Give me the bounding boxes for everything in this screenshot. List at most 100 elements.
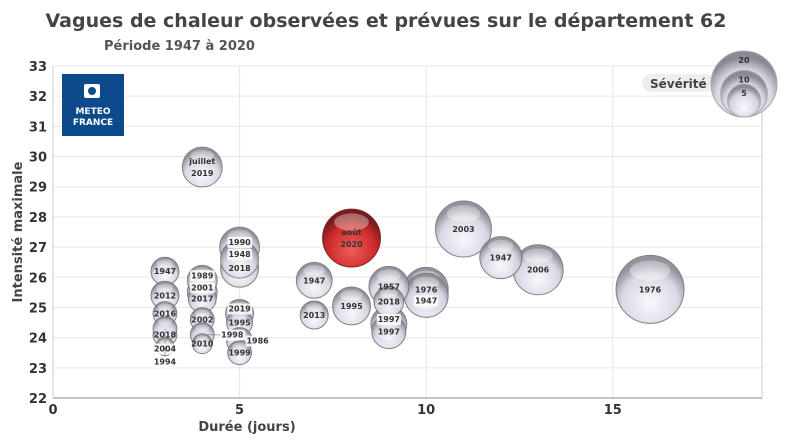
bubble-label: 2019: [191, 169, 214, 178]
bubble-label-group: 2012: [154, 291, 176, 300]
y-tick-label: 32: [29, 90, 47, 105]
logo-text: METEO: [75, 107, 110, 117]
bubble-label: 1997: [378, 315, 400, 324]
bubble-label: 2019: [228, 304, 251, 313]
bubble-label: 1999: [228, 349, 251, 358]
bubble-mark: [295, 261, 333, 299]
y-tick-label: 31: [29, 120, 47, 135]
bubble-label: 2012: [154, 291, 176, 300]
bubble-label: 1947: [415, 296, 437, 305]
bubble-highlight: [340, 289, 363, 302]
bubble-label: 2020: [340, 240, 363, 249]
bubble-highlight: [446, 205, 481, 222]
bubble-highlight: [305, 303, 323, 312]
bubble-highlight: [379, 288, 398, 298]
bubble-label: 1976: [639, 285, 662, 294]
bubble-label-group: 1989: [191, 271, 214, 280]
bubble-label-group: 1999: [228, 349, 251, 358]
y-tick-label: 22: [29, 392, 47, 407]
y-tick-label: 26: [29, 271, 47, 286]
bubble-label-group: 2013: [303, 311, 325, 320]
bubble-highlight: [488, 239, 514, 253]
y-tick-label: 28: [29, 211, 47, 226]
bubble-highlight: [334, 213, 369, 231]
bubble-highlight: [376, 269, 401, 282]
x-tick-label: 5: [235, 403, 244, 418]
y-tick-label: 24: [29, 332, 47, 347]
bubble-label: 1976: [415, 285, 438, 294]
x-tick-label: 10: [417, 403, 435, 418]
legend: Sévérité 20 10 5: [642, 50, 778, 118]
bubble-label-group: 1998: [221, 331, 244, 340]
bubble-label: 2018: [228, 264, 251, 273]
label-background: [227, 303, 253, 315]
bubble-label: 1947: [490, 254, 512, 263]
bubble-label: 2017: [191, 294, 213, 303]
label-background: [376, 314, 401, 326]
bubble-label-group: août 2020: [340, 228, 363, 249]
bubble-mark: [332, 286, 371, 326]
bubble-label: 2006: [527, 266, 550, 275]
bubble-mark: [299, 300, 329, 330]
legend-title: Sévérité: [650, 77, 707, 91]
bubble-highlight: [629, 260, 671, 281]
bubble-label: 1947: [303, 276, 325, 285]
bubble-label: 2001: [191, 283, 214, 292]
bubble: [373, 285, 405, 317]
bubble-label-group: 1947: [490, 254, 512, 263]
bubble-mark: [434, 200, 492, 258]
label-background: [414, 295, 439, 307]
bubble-highlight: [523, 248, 554, 264]
bubble-label: 2018: [378, 297, 401, 306]
bubble-mark: [615, 254, 685, 324]
bubble-highlight: [156, 283, 174, 292]
bubble-label-group: 1947: [415, 296, 437, 305]
bubble-label-group: 1997: [378, 315, 400, 324]
bubble-label-group: 2010: [191, 340, 214, 349]
bubble-mark: [181, 146, 223, 188]
legend-size-label: 5: [741, 89, 747, 98]
bubble-label-group: 1947: [154, 267, 176, 276]
bubble-label-group: 2017: [191, 294, 213, 303]
bubble-label: 1957: [378, 282, 400, 291]
bubble: [479, 236, 523, 280]
bubble-label-group: 1976: [415, 285, 438, 294]
bubble-highlight: [196, 335, 209, 342]
bubble-label-group: juillet 2019: [188, 157, 215, 178]
label-background: [227, 249, 253, 261]
bubble-label: 1990: [228, 238, 251, 247]
bubble-highlight: [156, 259, 174, 268]
bubble-label-group: 1948: [228, 250, 251, 259]
bubble-label-month: août: [341, 228, 362, 237]
bubble-highlight: [195, 309, 210, 317]
y-tick-label: 33: [29, 60, 47, 75]
y-tick-label: 23: [29, 362, 47, 377]
y-tick-label: 27: [29, 241, 47, 256]
y-tick-label: 29: [29, 181, 47, 196]
bubble-label-group: 1976: [639, 285, 662, 294]
bubble-label: 1997: [378, 328, 400, 337]
bubble-label-group: 2003: [452, 225, 474, 234]
bubble: [191, 333, 213, 355]
legend-size-label: 20: [738, 56, 750, 65]
label-background: [220, 329, 245, 341]
bubble-label: 1986: [246, 337, 269, 346]
bubble-label: 1995: [228, 319, 251, 328]
label-background: [190, 282, 215, 294]
bubble-label-group: 2016: [154, 309, 177, 318]
legend-bubble: [727, 83, 761, 118]
bubble-label: 2013: [303, 311, 325, 320]
bubble: [322, 208, 381, 268]
label-background: [227, 237, 253, 249]
bubble-label-month: juillet: [188, 157, 215, 166]
bubble-label-group: 2018: [378, 297, 401, 306]
bubble-mark: [191, 333, 213, 355]
bubble-mark: [479, 236, 523, 280]
x-axis-label: Durée (jours): [198, 420, 295, 435]
bubble-label: 1995: [340, 302, 363, 311]
chart-title: Vagues de chaleur observées et prévues s…: [46, 10, 727, 32]
bubble-label: 1948: [228, 250, 251, 259]
bubble-label: 2002: [191, 316, 213, 325]
